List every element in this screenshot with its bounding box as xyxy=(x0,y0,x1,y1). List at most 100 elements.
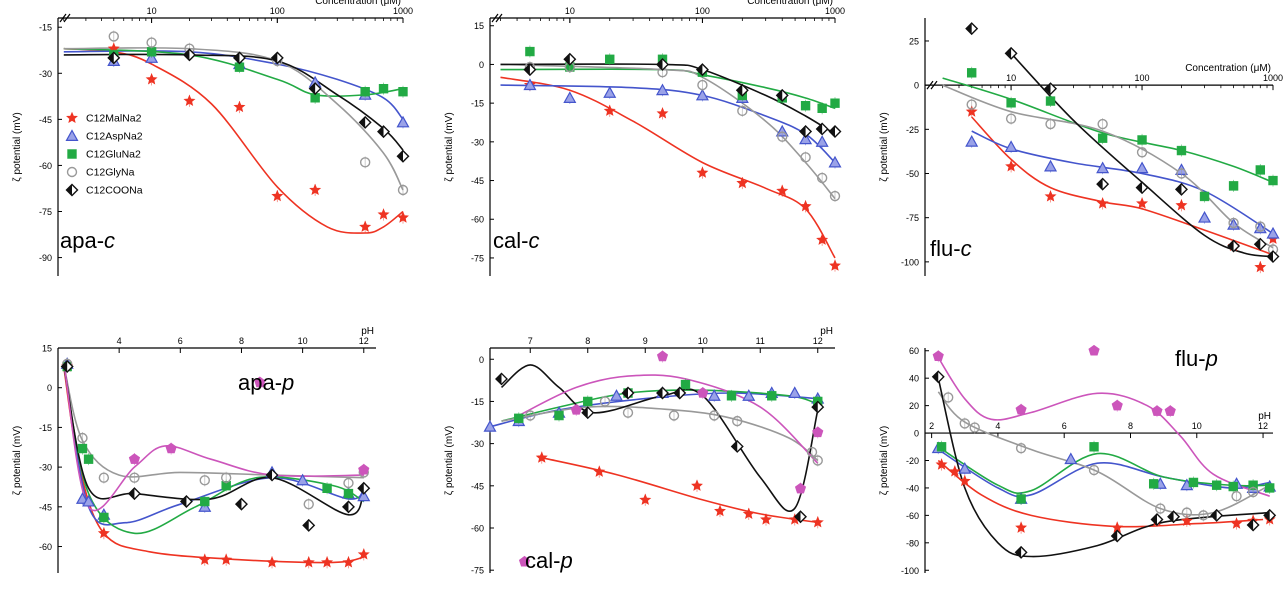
x-tick-label: 100 xyxy=(1135,73,1150,83)
data-point xyxy=(525,410,536,421)
data-point xyxy=(146,47,157,57)
data-point xyxy=(127,487,141,501)
data-point xyxy=(965,22,979,36)
data-point xyxy=(1253,237,1267,251)
x-tick-label: 2 xyxy=(929,421,934,431)
y-tick-label: -15 xyxy=(39,23,52,33)
data-point xyxy=(767,391,777,401)
x-tick-label: 1000 xyxy=(1263,73,1283,83)
data-point xyxy=(1246,518,1260,532)
data-point xyxy=(599,396,611,407)
data-point xyxy=(695,63,709,77)
panel-label: apa-c xyxy=(60,228,115,253)
data-point xyxy=(182,48,196,62)
data-point xyxy=(234,497,248,511)
y-tick-label: 20 xyxy=(909,401,919,411)
data-point xyxy=(179,495,193,509)
data-point xyxy=(1175,199,1188,211)
data-point xyxy=(714,504,726,517)
data-point xyxy=(817,103,827,113)
x-tick-label: 6 xyxy=(1062,421,1067,431)
x-axis-label: Concentration (μM) xyxy=(1185,63,1271,74)
data-point xyxy=(359,157,371,168)
data-point xyxy=(396,149,410,163)
axis-break-mark xyxy=(59,13,71,23)
data-point xyxy=(812,455,823,466)
y-tick-label: -60 xyxy=(906,511,919,521)
data-point xyxy=(341,500,355,514)
data-point xyxy=(1097,118,1108,130)
data-point xyxy=(342,556,355,568)
data-point xyxy=(830,98,840,108)
data-point xyxy=(358,463,370,475)
data-point xyxy=(1045,118,1056,130)
x-tick-label: 1000 xyxy=(825,6,845,16)
data-point xyxy=(1097,133,1108,143)
data-point xyxy=(514,413,524,424)
data-point xyxy=(680,379,691,390)
data-point xyxy=(1230,517,1243,529)
data-point xyxy=(828,125,842,139)
data-point xyxy=(145,73,158,85)
fit-curve xyxy=(500,68,836,110)
data-point xyxy=(776,184,789,196)
x-tick-label: 12 xyxy=(813,336,823,346)
fit-curve xyxy=(63,366,365,526)
y-tick-label: 25 xyxy=(909,36,919,46)
data-point xyxy=(265,468,279,482)
data-point xyxy=(811,400,825,414)
data-point xyxy=(1111,399,1123,411)
data-point xyxy=(581,406,595,420)
legend-marker xyxy=(65,183,79,197)
x-tick-label: 10 xyxy=(298,336,308,346)
data-point xyxy=(271,189,284,202)
data-point xyxy=(1180,514,1193,526)
data-point xyxy=(959,418,970,429)
data-point xyxy=(1015,521,1028,533)
data-point xyxy=(554,410,564,421)
data-point xyxy=(1064,452,1078,465)
y-tick-label: 0 xyxy=(47,383,52,393)
data-point xyxy=(742,507,755,520)
data-point xyxy=(1015,442,1027,454)
fit-curve xyxy=(518,374,819,464)
data-point xyxy=(742,389,756,401)
annotation-marker xyxy=(518,555,531,567)
y-tick-label: 0 xyxy=(914,81,919,91)
y-tick-label: 0 xyxy=(479,355,484,365)
data-point xyxy=(1135,181,1149,195)
fit-curve xyxy=(1010,52,1274,258)
data-point xyxy=(1164,405,1176,416)
x-tick-label: 10 xyxy=(1192,421,1202,431)
data-point xyxy=(1268,175,1278,186)
panel-label: cal-c xyxy=(493,228,539,253)
data-point xyxy=(1155,503,1166,514)
data-point xyxy=(1148,479,1159,489)
data-point xyxy=(570,404,582,415)
data-point xyxy=(697,387,709,398)
fit-curve xyxy=(942,77,1274,184)
data-point xyxy=(777,131,788,142)
x-tick-label: 10 xyxy=(147,6,157,16)
data-point xyxy=(220,472,232,483)
fit-curve xyxy=(63,369,364,564)
data-point xyxy=(1044,159,1058,172)
data-point xyxy=(799,125,813,139)
x-tick-label: 4 xyxy=(995,421,1000,431)
data-point xyxy=(966,99,977,110)
fit-curve xyxy=(63,366,365,535)
fit-curve xyxy=(500,364,819,512)
legend-label: C12MalNa2 xyxy=(86,113,142,125)
data-point xyxy=(583,396,593,407)
data-point xyxy=(398,87,408,97)
data-point xyxy=(1228,217,1239,229)
y-axis-label: ζ potential (mV) xyxy=(12,426,23,495)
y-axis-label: ζ potential (mV) xyxy=(879,426,890,495)
data-point xyxy=(815,122,829,136)
data-point xyxy=(794,482,807,494)
data-point xyxy=(77,443,88,454)
panel-apa-c: -15 -30 -45 -60 -75 -90 ζ potential (mV) 10 100 1… xyxy=(12,0,413,276)
data-point xyxy=(736,176,749,189)
x-tick-label: 100 xyxy=(695,6,710,16)
